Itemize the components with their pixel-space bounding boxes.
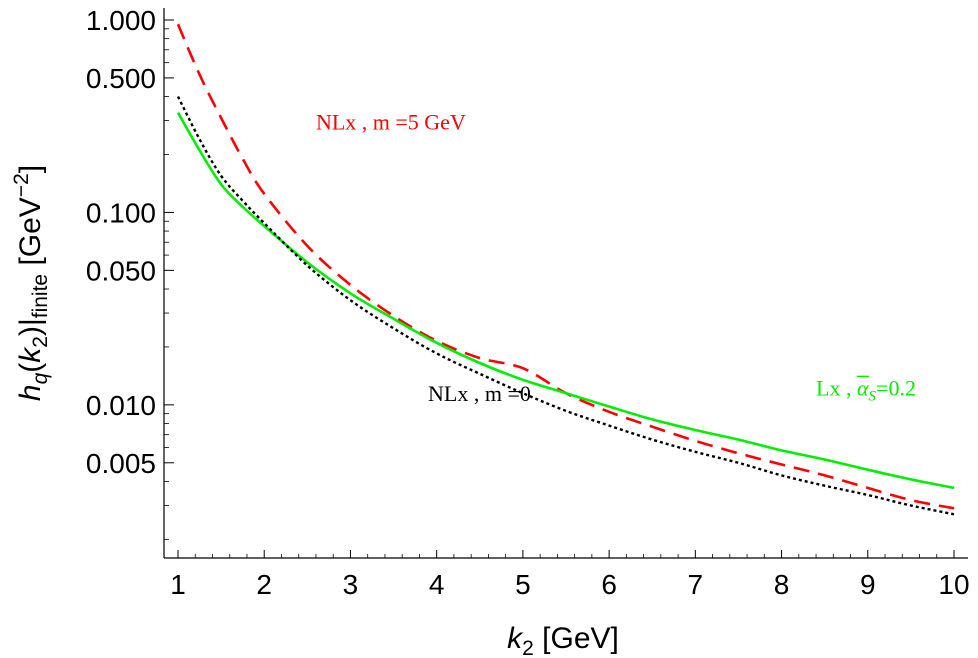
y-axis-title-unit-close: ] (14, 165, 47, 173)
x-tick-label: 8 (774, 569, 790, 600)
y-axis-title: hq(k2)|finite [GeV−2] (10, 165, 52, 401)
annotation-green-alpha-sub: S (869, 388, 877, 404)
y-tick-label: 0.100 (86, 197, 156, 228)
y-axis-title-open: ( (14, 363, 47, 373)
y-axis-title-argsub: 2 (29, 336, 52, 348)
x-tick-label: 2 (256, 569, 272, 600)
series-line-0 (176, 23, 955, 510)
x-tick-label: 7 (688, 569, 704, 600)
plot-frame (163, 8, 968, 559)
x-tick-label: 9 (860, 569, 876, 600)
annotation-red: NLx , m =5 GeV (316, 109, 466, 134)
x-axis-title-sub: 2 (522, 637, 534, 658)
x-axis-title-unit: [GeV] (534, 622, 619, 655)
y-tick-label: 0.050 (86, 255, 156, 286)
y-tick-label: 0.005 (86, 448, 156, 479)
y-axis-title-sub: q (29, 372, 52, 384)
annotation-green-alpha: α (857, 375, 869, 400)
annotation-black: NLx , m =0 (428, 381, 531, 406)
y-tick-label: 0.010 (86, 390, 156, 421)
y-tick-label: 0.500 (86, 63, 156, 94)
curves (176, 23, 955, 516)
annotation-green: Lx , αS=0.2 (816, 375, 916, 404)
y-axis-title-argvar: k (14, 346, 47, 363)
x-tick-label: 1 (170, 569, 186, 600)
series-line-1 (176, 112, 955, 490)
y-axis-title-close: )| (14, 318, 47, 336)
x-tick-label: 6 (601, 569, 617, 600)
x-axis-title-var: k (507, 622, 524, 655)
annotations: NLx , m =5 GeV NLx , m =0 Lx , αS=0.2 (316, 109, 916, 405)
series-line-2 (176, 96, 955, 516)
y-axis-title-finite: finite (29, 274, 52, 318)
y-tick-label: 1.000 (86, 5, 156, 36)
y-axis-title-var: h (14, 384, 47, 401)
x-axis-title: k2 [GeV] (507, 622, 619, 658)
x-tick-label: 10 (938, 569, 969, 600)
annotation-green-post: =0.2 (876, 375, 916, 400)
x-tick-label: 4 (429, 569, 445, 600)
y-axis-title-unit: [GeV (14, 197, 47, 274)
annotation-green-pre: Lx , (816, 375, 857, 400)
x-tick-label: 5 (515, 569, 531, 600)
x-tick-label: 3 (343, 569, 359, 600)
y-axis-title-exp: −2 (10, 173, 33, 197)
ticks: 1 2 3 4 5 6 7 8 9 10 1.000 0.500 0.100 0.050 0.010 0.00… (86, 5, 970, 600)
